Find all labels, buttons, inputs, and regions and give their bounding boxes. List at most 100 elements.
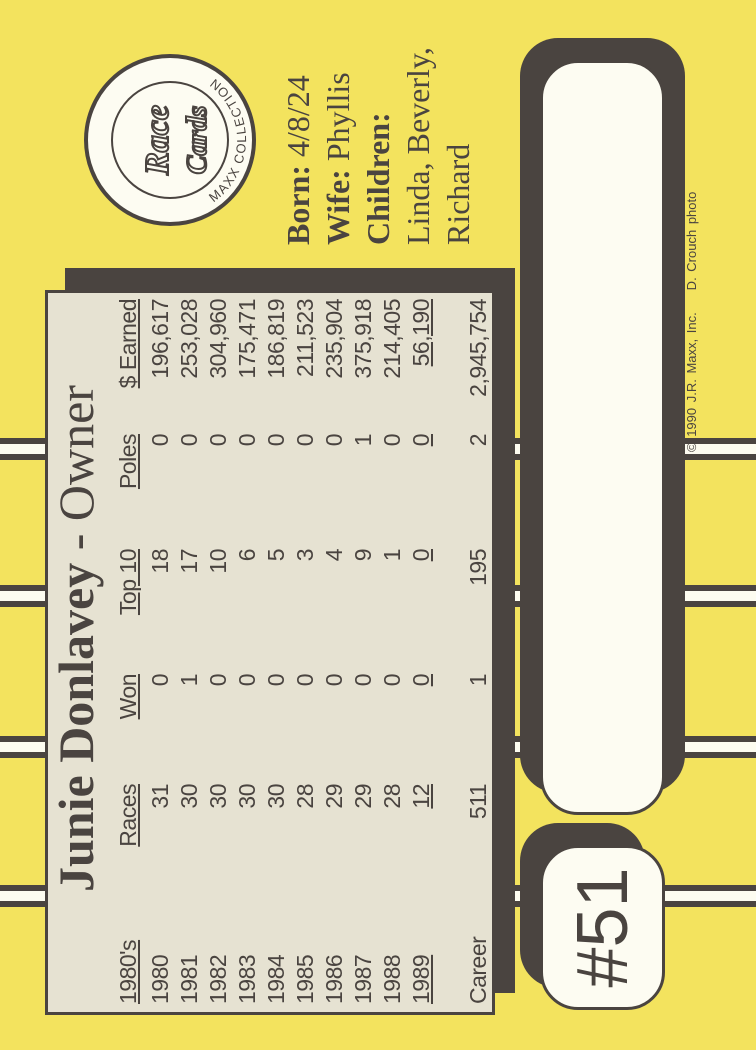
table-cell: 0: [263, 674, 289, 687]
page-title: Junie Donlavey - Owner: [48, 385, 104, 892]
table-cell: 211,523: [292, 299, 318, 377]
born-label: Born:: [280, 165, 316, 245]
table-cell: 195: [465, 549, 491, 586]
children-label: Children:: [360, 112, 396, 245]
col-header: Races: [114, 784, 141, 847]
table-cell: 30: [205, 784, 231, 809]
photo-credit: D. Crouch photo: [684, 191, 699, 291]
wife-label: Wife:: [320, 169, 356, 245]
credits: © 1990 J.R. Maxx, Inc. D. Crouch photo: [684, 192, 699, 452]
table-cell: 1982: [205, 954, 231, 1004]
career-row: Career 511 1 195 2 2,945,754: [436, 299, 493, 1004]
table-cell: 6: [234, 549, 260, 562]
table-cell: 0: [379, 434, 405, 447]
owner-role: Owner: [48, 385, 104, 522]
race-cards-logo: MAXX COLLECTION Race Cards: [84, 54, 256, 226]
table-cell: 186,819: [263, 299, 289, 379]
table-header: 1980's Races Won Top 10 Poles $ Earned: [110, 299, 146, 1004]
table-cell: 2,945,754: [465, 299, 491, 397]
table-cell: 2: [465, 434, 491, 447]
table-cell: 196,617: [147, 299, 173, 379]
table-cell: 18: [147, 549, 173, 574]
table-cell: 511: [465, 784, 491, 820]
title-separator: -: [48, 521, 104, 563]
copyright: © 1990 J.R. Maxx, Inc.: [684, 312, 699, 452]
col-header: Top 10: [114, 549, 141, 616]
table-cell: 304,960: [205, 299, 231, 379]
table-cell: 1981: [176, 954, 202, 1004]
table-cell: 0: [408, 434, 434, 447]
table-cell: 0: [263, 434, 289, 447]
table-cell: 175,471: [234, 299, 260, 379]
born-value: 4/8/24: [280, 75, 316, 157]
table-cell: 1987: [350, 954, 376, 1004]
table-cell: 0: [147, 434, 173, 447]
col-header: $ Earned: [114, 299, 141, 389]
table-cell: 29: [350, 784, 376, 809]
table-row: 1981 30 1 17 0 253,028: [175, 299, 204, 1004]
card-number: #51: [562, 867, 643, 988]
table-row: 1984 30 0 5 0 186,819: [262, 299, 291, 1004]
table-cell: 0: [205, 674, 231, 687]
table-cell: 30: [263, 784, 289, 809]
table-cell: 0: [205, 434, 231, 447]
table-cell: 1988: [379, 954, 405, 1004]
table-cell: 0: [176, 434, 202, 447]
table-cell: 1984: [263, 954, 289, 1004]
table-cell: 4: [321, 549, 347, 562]
table-cell: 12: [408, 784, 434, 809]
table-row: 1983 30 0 6 0 175,471: [233, 299, 262, 1004]
photo-box: [540, 60, 665, 815]
table-cell: 0: [147, 674, 173, 687]
table-cell: 0: [379, 674, 405, 687]
table-cell: 1: [176, 674, 202, 687]
table-row: 1989 12 0 0 0 56,190: [407, 299, 436, 1004]
table-cell: 1: [379, 549, 405, 562]
table-cell: 0: [234, 674, 260, 687]
table-cell: 1989: [408, 954, 434, 1004]
table-cell: 28: [379, 784, 405, 809]
children-value: Linda, Beverly,: [400, 47, 436, 245]
table-cell: 0: [350, 674, 376, 687]
table-cell: 0: [234, 434, 260, 447]
table-cell: 0: [292, 674, 318, 687]
bio: Born: 4/8/24 Wife: Phyllis Children: Lin…: [278, 47, 478, 245]
table-cell: Career: [465, 936, 491, 1004]
table-row: 1980 31 0 18 0 196,617: [146, 299, 175, 1004]
table-cell: 214,405: [379, 299, 405, 379]
table-cell: 1: [465, 674, 491, 687]
table-cell: 29: [321, 784, 347, 809]
table-cell: 235,904: [321, 299, 347, 379]
table-cell: 0: [408, 674, 434, 687]
svg-text:Race: Race: [139, 105, 176, 176]
table-cell: 9: [350, 549, 376, 562]
table-cell: 253,028: [176, 299, 202, 379]
table-cell: 31: [147, 784, 173, 809]
col-header: Won: [114, 674, 141, 720]
table-cell: 375,918: [350, 299, 376, 379]
table-cell: 1980: [147, 954, 173, 1004]
table-cell: 1986: [321, 954, 347, 1004]
children-value: Richard: [440, 143, 476, 245]
owner-name: Junie Donlavey: [48, 562, 104, 892]
table-cell: 3: [292, 549, 318, 562]
card-number-badge: #51: [540, 845, 665, 1010]
table-cell: 0: [292, 434, 318, 447]
table-cell: 1: [350, 434, 376, 447]
stats-panel: Junie Donlavey - Owner 1980's Races Won …: [45, 290, 495, 1015]
wife-value: Phyllis: [320, 72, 356, 162]
table-cell: 5: [263, 549, 289, 562]
table-row: 1986 29 0 4 0 235,904: [320, 299, 349, 1004]
table-cell: 30: [176, 784, 202, 809]
table-row: 1987 29 0 9 1 375,918: [349, 299, 378, 1004]
stats-table: 1980's Races Won Top 10 Poles $ Earned 1…: [110, 299, 493, 1004]
table-row: 1985 28 0 3 0 211,523: [291, 299, 320, 1004]
table-cell: 0: [408, 549, 434, 562]
table-cell: 10: [205, 549, 231, 574]
table-row: 1988 28 0 1 0 214,405: [378, 299, 407, 1004]
col-header: Poles: [114, 434, 141, 490]
table-cell: 30: [234, 784, 260, 809]
table-cell: 56,190: [408, 299, 434, 367]
table-cell: 17: [176, 549, 202, 574]
